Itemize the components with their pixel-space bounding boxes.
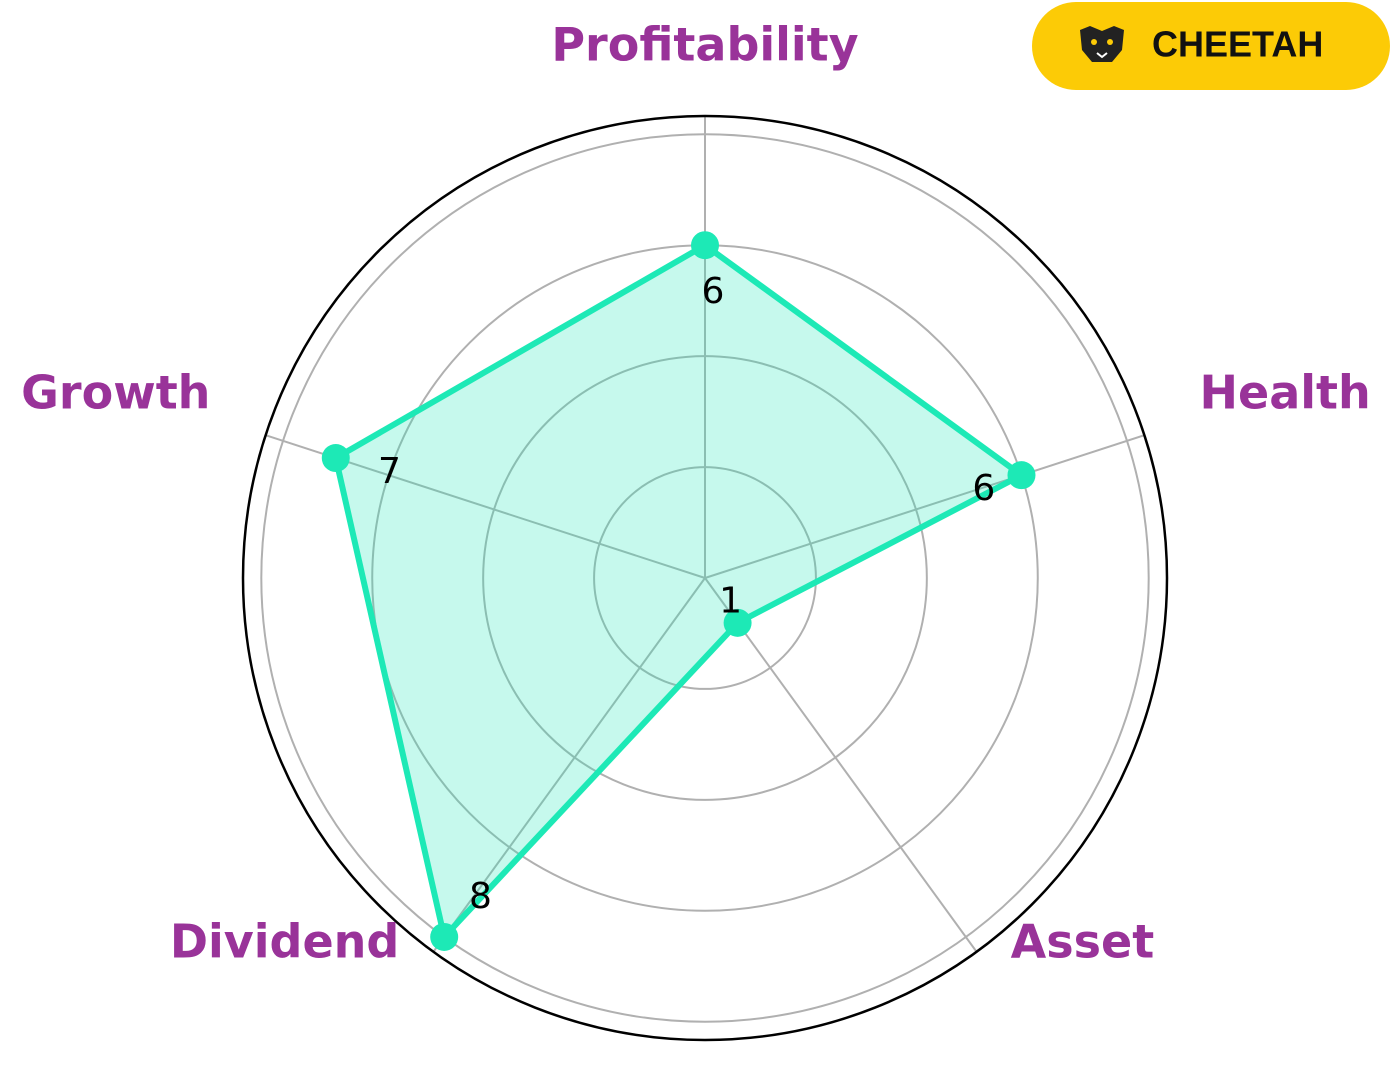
value-label: 6 xyxy=(702,271,725,312)
data-point xyxy=(1007,461,1036,490)
value-label: 7 xyxy=(378,451,401,492)
spoke xyxy=(704,434,1145,579)
category-label: Health xyxy=(1200,366,1371,420)
category-label: Asset xyxy=(1011,915,1155,969)
data-point xyxy=(321,444,350,473)
spoke xyxy=(704,577,978,953)
category-label: Growth xyxy=(21,366,210,420)
data-point xyxy=(691,231,719,260)
cheetah-icon xyxy=(1080,26,1124,62)
spoke xyxy=(432,577,706,953)
data-point xyxy=(723,608,752,637)
category-label: Dividend xyxy=(170,915,400,969)
data-point xyxy=(430,922,459,951)
badge-background xyxy=(1032,2,1390,90)
radar-area xyxy=(335,245,1022,937)
brand-badge: CHEETAH xyxy=(1032,2,1390,90)
outer-frame xyxy=(241,114,1169,1042)
category-label: Profitability xyxy=(551,18,858,72)
value-label: 6 xyxy=(972,468,995,509)
value-label: 8 xyxy=(469,876,492,917)
radar-line xyxy=(332,242,1025,940)
brand-name: CHEETAH xyxy=(1152,24,1323,65)
value-label: 1 xyxy=(719,580,742,621)
